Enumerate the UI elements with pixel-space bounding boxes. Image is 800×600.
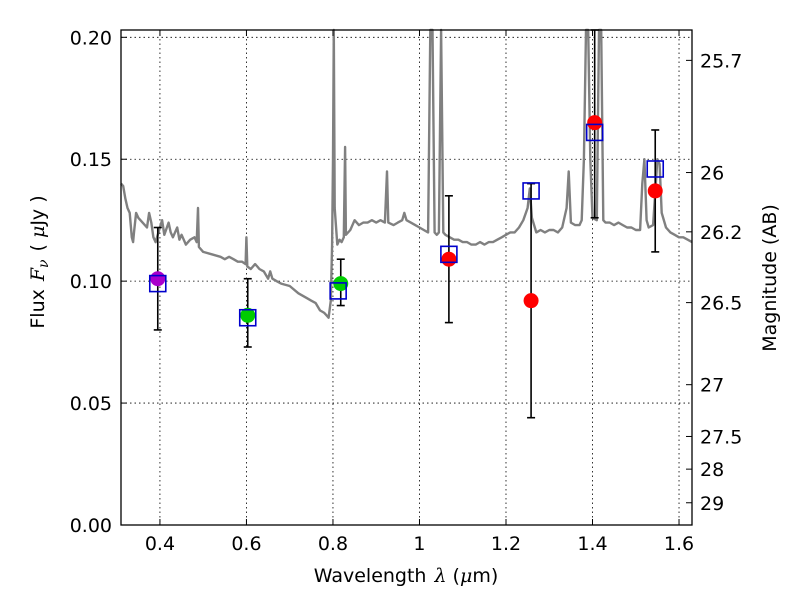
x-axis-title-text: Wavelength bbox=[314, 565, 427, 587]
x-tick-label: 0.8 bbox=[318, 533, 348, 555]
model-photometry-box bbox=[238, 308, 257, 327]
x-tick-label: 1.4 bbox=[577, 533, 607, 555]
x-axis-title-unit-mu: μ bbox=[460, 565, 472, 587]
y2-tick-label: 27 bbox=[700, 375, 724, 397]
x-tick-label: 1.6 bbox=[664, 533, 694, 555]
x-tick-label: 0.4 bbox=[145, 533, 175, 555]
y2-axis-title: Magnitude (AB) bbox=[759, 204, 781, 352]
y-tick-label: 0.05 bbox=[70, 393, 112, 415]
x-axis-ticks: 0.4 0.6 0.8 1 1.2 1.4 1.6 bbox=[145, 30, 694, 555]
x-axis-title-unit-open: ( bbox=[453, 565, 460, 587]
y-axis-ticks: 0.00 0.05 0.10 0.15 0.20 bbox=[70, 27, 127, 537]
y2-tick-label: 26.5 bbox=[700, 293, 742, 315]
x-tick-label: 0.6 bbox=[231, 533, 261, 555]
y-tick-label: 0.00 bbox=[70, 515, 112, 537]
observed-point bbox=[523, 293, 539, 309]
x-axis-title-symbol: λ bbox=[433, 565, 446, 587]
x-tick-label: 1 bbox=[413, 533, 425, 555]
x-axis-title-unit-close: m) bbox=[472, 565, 498, 587]
y2-tick-label: 27.5 bbox=[700, 426, 742, 448]
y-tick-label: 0.20 bbox=[70, 27, 112, 49]
y-tick-label: 0.15 bbox=[70, 149, 112, 171]
y2-tick-label: 28 bbox=[700, 459, 724, 481]
model-photometry-box bbox=[646, 160, 665, 178]
model-spectrum-layer bbox=[120, 28, 693, 319]
y-axis-title-subscript: ν bbox=[36, 259, 52, 268]
observed-point bbox=[240, 307, 256, 323]
y-axis-title-symbol: F bbox=[27, 267, 49, 282]
model-spectrum-line bbox=[120, 28, 693, 319]
y2-tick-label: 29 bbox=[700, 493, 724, 515]
y-axis-title-text: Flux bbox=[27, 289, 49, 329]
plot-frame bbox=[120, 29, 693, 526]
model-photometry-box bbox=[440, 245, 458, 264]
observed-point bbox=[587, 115, 603, 131]
y2-tick-label: 26 bbox=[700, 163, 724, 185]
observed-point bbox=[647, 183, 663, 199]
y-tick-label: 0.10 bbox=[70, 271, 112, 293]
observed-point bbox=[150, 271, 166, 287]
model-photometry-box bbox=[148, 274, 167, 293]
y-axis-title: Flux Fν ( μJy ) bbox=[27, 195, 52, 328]
x-axis-title: Wavelength λ (μm) bbox=[314, 565, 498, 587]
x-tick-label: 1.2 bbox=[491, 533, 521, 555]
model-photometry-box bbox=[522, 182, 540, 200]
y2-tick-label: 25.7 bbox=[700, 50, 742, 72]
y2-tick-label: 26.2 bbox=[700, 222, 742, 244]
y-axis-title-unit-mu: μ bbox=[27, 226, 49, 238]
y-axis-title-unit-close: Jy ) bbox=[27, 195, 49, 226]
model-photometry-box bbox=[329, 282, 347, 300]
error-bars-layer bbox=[153, 29, 660, 419]
grid-lines bbox=[121, 30, 692, 526]
y2-axis-ticks: 25.7 26 26.2 26.5 27 27.5 28 29 bbox=[686, 50, 742, 515]
model-photometry-box bbox=[585, 123, 604, 142]
y-axis-title-unit-open: ( bbox=[27, 244, 49, 251]
observed-point bbox=[441, 251, 457, 267]
model-photometry-layer bbox=[148, 123, 665, 327]
